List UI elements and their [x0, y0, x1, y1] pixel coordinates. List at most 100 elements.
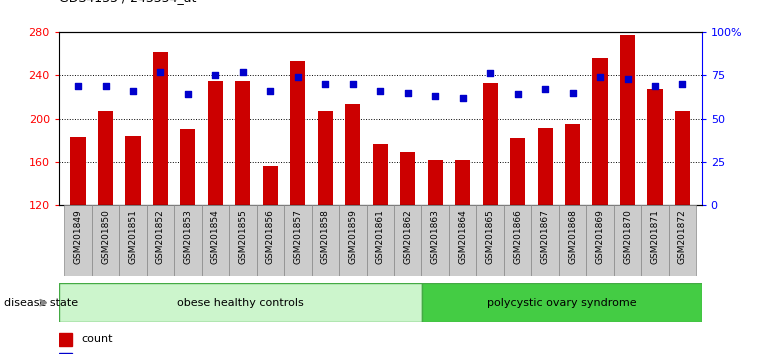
Text: disease state: disease state: [4, 298, 78, 308]
Bar: [510, 138, 525, 335]
Text: GSM201851: GSM201851: [129, 209, 137, 264]
Text: GSM201853: GSM201853: [183, 209, 192, 264]
Text: GSM201861: GSM201861: [376, 209, 385, 264]
Bar: [59, 353, 71, 354]
Bar: [119, 205, 147, 276]
Bar: [559, 205, 586, 276]
Text: GSM201852: GSM201852: [156, 209, 165, 264]
Bar: [675, 111, 690, 335]
Bar: [366, 205, 394, 276]
Bar: [593, 58, 608, 335]
Bar: [565, 124, 580, 335]
Bar: [284, 205, 311, 276]
Bar: [71, 137, 85, 335]
Bar: [641, 205, 669, 276]
Text: GSM201871: GSM201871: [651, 209, 659, 264]
Bar: [174, 205, 201, 276]
Text: GSM201857: GSM201857: [293, 209, 303, 264]
Bar: [614, 205, 641, 276]
Bar: [455, 160, 470, 335]
Text: GSM201862: GSM201862: [403, 209, 412, 264]
Text: count: count: [82, 335, 113, 344]
Text: GSM201856: GSM201856: [266, 209, 275, 264]
Point: [511, 91, 524, 97]
Point: [401, 90, 414, 95]
Point: [100, 83, 112, 88]
Bar: [318, 111, 333, 335]
Text: GSM201870: GSM201870: [623, 209, 632, 264]
Bar: [235, 81, 250, 335]
Bar: [59, 333, 71, 346]
Point: [621, 76, 633, 81]
Bar: [648, 89, 662, 335]
Bar: [153, 52, 168, 335]
Bar: [290, 61, 306, 335]
Point: [127, 88, 140, 94]
Bar: [147, 205, 174, 276]
Point: [237, 69, 249, 75]
Text: GSM201872: GSM201872: [678, 209, 687, 264]
Text: GSM201858: GSM201858: [321, 209, 330, 264]
Bar: [201, 205, 229, 276]
Point: [539, 86, 551, 92]
Text: GSM201850: GSM201850: [101, 209, 110, 264]
Bar: [586, 205, 614, 276]
Bar: [263, 166, 278, 335]
Bar: [180, 130, 195, 335]
Point: [264, 88, 277, 94]
Text: GSM201855: GSM201855: [238, 209, 248, 264]
Bar: [483, 83, 498, 335]
Point: [154, 69, 167, 75]
Text: GSM201867: GSM201867: [541, 209, 550, 264]
Point: [484, 71, 496, 76]
Point: [648, 83, 661, 88]
Point: [72, 83, 85, 88]
Bar: [477, 205, 504, 276]
Bar: [311, 205, 339, 276]
Text: GSM201866: GSM201866: [513, 209, 522, 264]
Bar: [229, 205, 256, 276]
Bar: [532, 205, 559, 276]
Bar: [422, 205, 449, 276]
Point: [566, 90, 579, 95]
Text: GSM201854: GSM201854: [211, 209, 220, 264]
Bar: [256, 205, 284, 276]
Point: [456, 95, 469, 101]
Bar: [125, 136, 140, 335]
Point: [182, 91, 194, 97]
Bar: [98, 111, 113, 335]
Bar: [64, 205, 92, 276]
Point: [374, 88, 387, 94]
Bar: [59, 283, 422, 322]
Bar: [208, 81, 223, 335]
Bar: [372, 143, 388, 335]
Bar: [345, 104, 361, 335]
Bar: [92, 205, 119, 276]
Bar: [394, 205, 422, 276]
Point: [209, 72, 222, 78]
Bar: [449, 205, 477, 276]
Bar: [620, 35, 635, 335]
Text: GSM201863: GSM201863: [430, 209, 440, 264]
Point: [676, 81, 688, 87]
Point: [347, 81, 359, 87]
Bar: [427, 160, 443, 335]
Point: [292, 74, 304, 80]
Text: GSM201869: GSM201869: [596, 209, 604, 264]
Text: GDS4133 / 243354_at: GDS4133 / 243354_at: [59, 0, 196, 4]
Point: [319, 81, 332, 87]
Text: GSM201864: GSM201864: [458, 209, 467, 264]
Text: polycystic ovary syndrome: polycystic ovary syndrome: [487, 298, 637, 308]
Bar: [339, 205, 366, 276]
Text: GSM201868: GSM201868: [568, 209, 577, 264]
Point: [429, 93, 441, 99]
Bar: [422, 283, 702, 322]
Bar: [504, 205, 532, 276]
Bar: [400, 152, 416, 335]
Text: obese healthy controls: obese healthy controls: [177, 298, 304, 308]
Text: GSM201859: GSM201859: [348, 209, 358, 264]
Bar: [538, 129, 553, 335]
Bar: [669, 205, 696, 276]
Text: GSM201865: GSM201865: [485, 209, 495, 264]
Point: [593, 74, 606, 80]
